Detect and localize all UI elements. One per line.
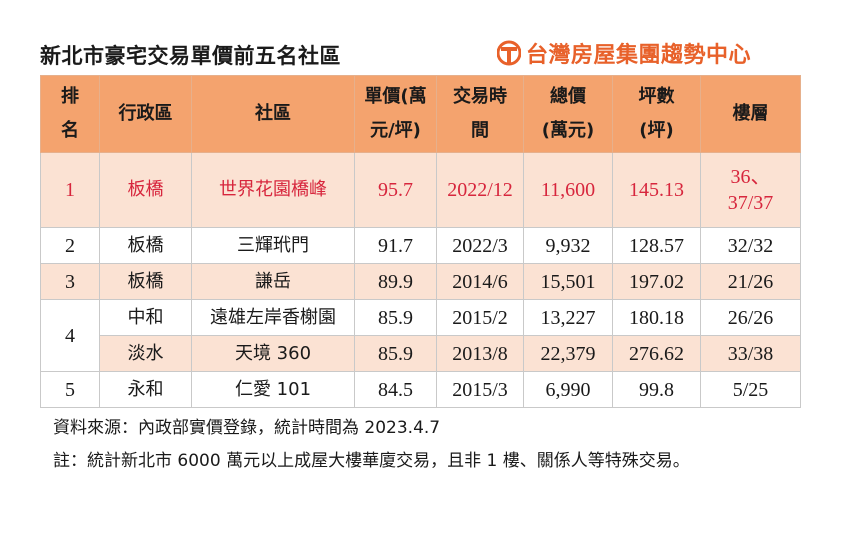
cell-unit-price: 85.9: [354, 335, 437, 372]
table-header-row: 排名 行政區 社區 單價(萬 元/坪) 交易時間 總價 (萬元) 坪數 (坪) 樓層: [40, 75, 801, 153]
cell-rank: 5: [40, 371, 100, 408]
cell-district: 淡水: [99, 335, 192, 372]
table-row: 4 中和 遠雄左岸香榭園 85.9 2015/2 13,227 180.18 2…: [40, 299, 801, 372]
header-date: 交易時間: [436, 75, 524, 153]
cell-unit-price: 84.5: [354, 371, 437, 408]
cell-community: 世界花園橋峰: [191, 152, 355, 228]
page-title: 新北市豪宅交易單價前五名社區: [40, 44, 341, 68]
cell-total: 15,501: [523, 263, 613, 300]
cell-floor: 26/26: [700, 299, 801, 336]
header-floor: 樓層: [700, 75, 801, 153]
cell-date: 2015/2: [436, 299, 524, 336]
cell-floor: 32/32: [700, 227, 801, 264]
cell-community: 遠雄左岸香榭園: [191, 299, 355, 336]
cell-rank: 1: [40, 152, 100, 228]
header-area: 坪數 (坪): [612, 75, 701, 153]
table-row: 5 永和 仁愛 101 84.5 2015/3 6,990 99.8 5/25: [40, 371, 801, 408]
cell-total: 22,379: [523, 335, 613, 372]
cell-district: 永和: [99, 371, 192, 408]
ranking-table: 排名 行政區 社區 單價(萬 元/坪) 交易時間 總價 (萬元) 坪數 (坪) 樓層 …: [40, 75, 801, 408]
table-row: 1 板橋 世界花園橋峰 95.7 2022/12 11,600 145.13 3…: [40, 152, 801, 228]
header-community: 社區: [191, 75, 355, 153]
header-district: 行政區: [99, 75, 192, 153]
cell-district: 板橋: [99, 227, 192, 264]
cell-floor: 21/26: [700, 263, 801, 300]
cell-unit-price: 89.9: [354, 263, 437, 300]
cell-total: 9,932: [523, 227, 613, 264]
cell-date: 2013/8: [436, 335, 524, 372]
header-total: 總價 (萬元): [523, 75, 613, 153]
cell-date: 2014/6: [436, 263, 524, 300]
cell-total: 11,600: [523, 152, 613, 228]
cell-rank: 4: [40, 299, 100, 372]
cell-area: 180.18: [612, 299, 701, 336]
cell-floor: 36、 37/37: [700, 152, 801, 228]
cell-date: 2022/3: [436, 227, 524, 264]
cell-community: 天境 360: [191, 335, 355, 372]
table-row: 淡水 天境 360 85.9 2013/8 22,379 276.62 33/3…: [41, 335, 801, 372]
table-row: 2 板橋 三輝玳門 91.7 2022/3 9,932 128.57 32/32: [40, 227, 801, 264]
cell-community: 三輝玳門: [191, 227, 355, 264]
header-rank: 排名: [40, 75, 100, 153]
header-unit-price: 單價(萬 元/坪): [354, 75, 437, 153]
cell-area: 128.57: [612, 227, 701, 264]
cell-rank: 2: [40, 227, 100, 264]
cell-area: 99.8: [612, 371, 701, 408]
taiwan-realty-logo-icon: [497, 40, 521, 66]
table-row: 3 板橋 謙岳 89.9 2014/6 15,501 197.02 21/26: [40, 263, 801, 300]
cell-total: 13,227: [523, 299, 613, 336]
cell-area: 145.13: [612, 152, 701, 228]
cell-unit-price: 91.7: [354, 227, 437, 264]
cell-total: 6,990: [523, 371, 613, 408]
cell-floor: 33/38: [700, 335, 801, 372]
source-note: 資料來源：內政部實價登錄，統計時間為 2023.4.7: [53, 418, 441, 438]
cell-date: 2015/3: [436, 371, 524, 408]
cell-floor: 5/25: [700, 371, 801, 408]
remark-note: 註：統計新北市 6000 萬元以上成屋大樓華廈交易，且非 1 樓、關係人等特殊交…: [53, 451, 690, 471]
cell-community: 仁愛 101: [191, 371, 355, 408]
brand-logo-text: 台灣房屋集團趨勢中心: [526, 43, 752, 68]
cell-community: 謙岳: [191, 263, 355, 300]
cell-unit-price: 95.7: [354, 152, 437, 228]
cell-area: 276.62: [612, 335, 701, 372]
footnotes: 資料來源：內政部實價登錄，統計時間為 2023.4.7 註：統計新北市 6000…: [53, 412, 793, 478]
cell-district: 中和: [99, 299, 192, 336]
cell-district: 板橋: [99, 263, 192, 300]
cell-district: 板橋: [99, 152, 192, 228]
cell-date: 2022/12: [436, 152, 524, 228]
cell-rank: 3: [40, 263, 100, 300]
cell-unit-price: 85.9: [354, 299, 437, 336]
brand-logo: 台灣房屋集團趨勢中心: [497, 38, 751, 68]
cell-area: 197.02: [612, 263, 701, 300]
